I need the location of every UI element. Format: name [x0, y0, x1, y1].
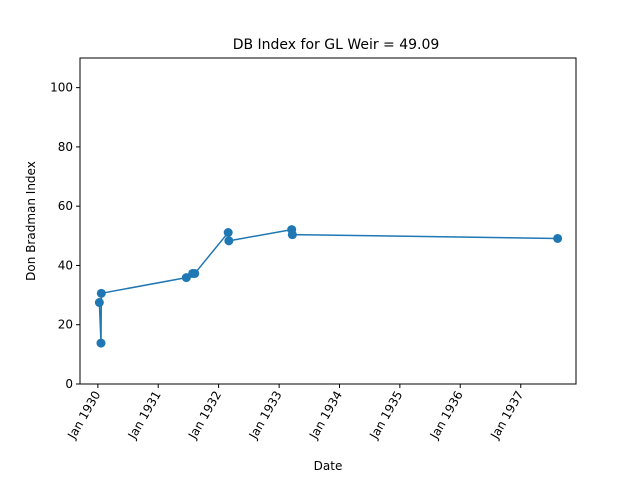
data-point: [94, 298, 104, 307]
data-point: [96, 338, 106, 348]
y-axis-title: Don Bradman Index: [24, 161, 38, 281]
data-point: [190, 268, 200, 278]
y-axis: 0 20 40 60 80 100: [50, 81, 80, 391]
x-tick-label: Jan 1934: [306, 389, 345, 443]
y-tick-label: 0: [65, 377, 73, 391]
y-tick-label: 80: [58, 140, 73, 154]
x-tick-label: Jan 1932: [185, 389, 224, 443]
x-tick-label: Jan 1936: [427, 389, 466, 443]
data-point: [224, 236, 234, 246]
y-tick-label: 20: [58, 318, 73, 332]
plot-frame: [79, 57, 577, 385]
data-point: [287, 230, 297, 240]
x-axis-title: Date: [314, 459, 343, 473]
y-tick-label: 40: [58, 258, 73, 272]
x-tick-label: Jan 1935: [366, 389, 405, 443]
x-tick-label: Jan 1937: [487, 389, 526, 443]
data-point: [553, 233, 563, 243]
data-point: [223, 228, 233, 238]
x-tick-label: Jan 1931: [125, 389, 164, 443]
data-point: [96, 288, 106, 298]
x-tick-label: Jan 1930: [64, 389, 103, 443]
chart-title: DB Index for GL Weir = 49.09: [233, 37, 440, 53]
series-layer: [94, 225, 563, 348]
y-tick-label: 60: [58, 199, 73, 213]
series-line: [98, 228, 558, 344]
y-tick-label: 100: [50, 81, 73, 95]
plot-area: [79, 57, 577, 385]
x-tick-label: Jan 1933: [246, 389, 285, 443]
x-axis: Jan 1930 Jan 1931 Jan 1932 Jan 1933 Jan 1934…: [64, 384, 526, 442]
